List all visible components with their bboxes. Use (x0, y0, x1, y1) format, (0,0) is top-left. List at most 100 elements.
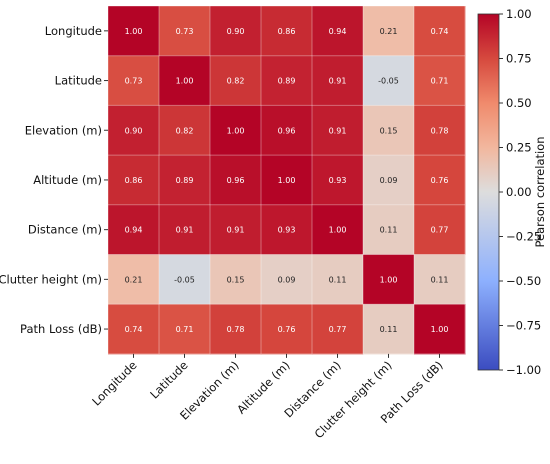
cell-value-label: 0.94 (329, 27, 347, 36)
heatmap-cell (363, 105, 415, 156)
heatmap-cells (108, 6, 466, 355)
heatmap-cell (210, 6, 262, 57)
colorbar-tick-label: 1.00 (506, 7, 532, 21)
colorbar-label: Pearson correlation (533, 136, 547, 247)
heatmap-cell (210, 55, 262, 106)
y-tick-label: Path Loss (dB) (20, 322, 102, 336)
cell-value-label: 0.73 (176, 27, 194, 36)
cell-value-label: 0.71 (176, 325, 194, 334)
colorbar-tick-label: −0.75 (506, 319, 541, 333)
colorbar-tick-label: −1.00 (506, 363, 541, 377)
cell-value-label: 0.96 (227, 176, 245, 185)
heatmap-cell (414, 6, 466, 57)
heatmap-cell (414, 105, 466, 156)
cell-value-label: 0.91 (329, 126, 347, 135)
heatmap-cell (312, 155, 364, 206)
cell-value-label: 0.74 (431, 27, 449, 36)
cell-value-label: 0.82 (176, 126, 194, 135)
y-tick-labels: Longitude Latitude Elevation (m) Altitude (… (0, 24, 108, 336)
cell-value-label: 0.90 (227, 27, 245, 36)
heatmap-cell (261, 105, 313, 156)
heatmap-cell (108, 254, 160, 305)
cell-value-label: 0.93 (329, 176, 347, 185)
heatmap-cell (210, 204, 262, 255)
heatmap-cell (159, 304, 211, 355)
cell-value-label: 0.89 (176, 176, 194, 185)
heatmap-cell (261, 6, 313, 57)
heatmap-cell (363, 204, 415, 255)
heatmap-cell (261, 304, 313, 355)
heatmap-cell (159, 55, 211, 106)
heatmap-gridlines (107, 5, 466, 355)
heatmap-cell (108, 155, 160, 206)
cell-value-label: 1.00 (125, 27, 143, 36)
heatmap-cell (108, 204, 160, 255)
y-tick-label: Elevation (m) (25, 123, 102, 137)
colorbar-tick-label: 0.00 (506, 185, 532, 199)
colorbar-gradient (477, 13, 500, 371)
colorbar-tick-label: 0.50 (506, 96, 532, 110)
cell-value-label: 0.94 (125, 226, 143, 235)
heatmap-cell (312, 105, 364, 156)
heatmap-cell (210, 304, 262, 355)
cell-value-label: 0.11 (380, 226, 398, 235)
cell-value-label: 0.11 (329, 275, 347, 284)
cell-value-label: 0.74 (125, 325, 143, 334)
cell-value-label: 0.76 (431, 176, 449, 185)
heatmap-cell (108, 105, 160, 156)
colorbar-tick-label: −0.50 (506, 274, 541, 288)
cell-value-label: 0.78 (431, 126, 449, 135)
heatmap-cell (108, 304, 160, 355)
cell-value-label: 0.91 (329, 77, 347, 86)
heatmap-cell (312, 55, 364, 106)
heatmap-cell (261, 155, 313, 206)
heatmap-cell (414, 304, 466, 355)
heatmap-cell (363, 6, 415, 57)
heatmap-cell (312, 304, 364, 355)
cell-value-label: 0.77 (329, 325, 347, 334)
cell-value-label: 1.00 (176, 77, 194, 86)
heatmap-cell (312, 254, 364, 305)
cell-value-label: 0.11 (431, 275, 449, 284)
cell-value-label: 0.86 (278, 27, 296, 36)
cell-value-label: 0.21 (380, 27, 398, 36)
cell-value-label: 1.00 (431, 325, 449, 334)
heatmap-cell (210, 105, 262, 156)
cell-value-label: 0.09 (380, 176, 398, 185)
cell-value-label: 0.15 (227, 275, 245, 284)
heatmap-cell (414, 254, 466, 305)
heatmap-cell (261, 204, 313, 255)
heatmap-cell (363, 304, 415, 355)
heatmap-cell (261, 55, 313, 106)
cell-value-label: 0.89 (278, 77, 296, 86)
heatmap-cell (159, 155, 211, 206)
cell-value-label: 0.91 (227, 226, 245, 235)
heatmap-cell (159, 6, 211, 57)
heatmap-cell (414, 55, 466, 106)
heatmap-cell (108, 6, 160, 57)
heatmap-cell (312, 204, 364, 255)
heatmap-cell (414, 155, 466, 206)
heatmap-cell (210, 155, 262, 206)
heatmap-cell (363, 155, 415, 206)
cell-value-label: 1.00 (227, 126, 245, 135)
cell-value-label: 0.71 (431, 77, 449, 86)
y-tick-label: Distance (m) (28, 223, 102, 237)
heatmap-cell (159, 254, 211, 305)
cell-value-label: 1.00 (278, 176, 296, 185)
cell-value-label: -0.05 (174, 275, 195, 284)
cell-value-label: 0.82 (227, 77, 245, 86)
heatmap-value-labels: 1.00 0.73 0.90 0.86 0.94 0.21 0.74 0.73 1.00 0.82… (125, 27, 449, 334)
heatmap-cell (108, 55, 160, 106)
cell-value-label: 0.09 (278, 275, 296, 284)
cell-value-label: 0.86 (125, 176, 143, 185)
x-tick-label: Longitude (89, 358, 139, 408)
heatmap-cell (159, 105, 211, 156)
cell-value-label: 0.78 (227, 325, 245, 334)
heatmap-cell (414, 204, 466, 255)
colorbar-tick-label: 0.25 (506, 141, 532, 155)
y-tick-label: Altitude (m) (33, 173, 102, 187)
x-tick-label: Latitude (147, 358, 190, 401)
